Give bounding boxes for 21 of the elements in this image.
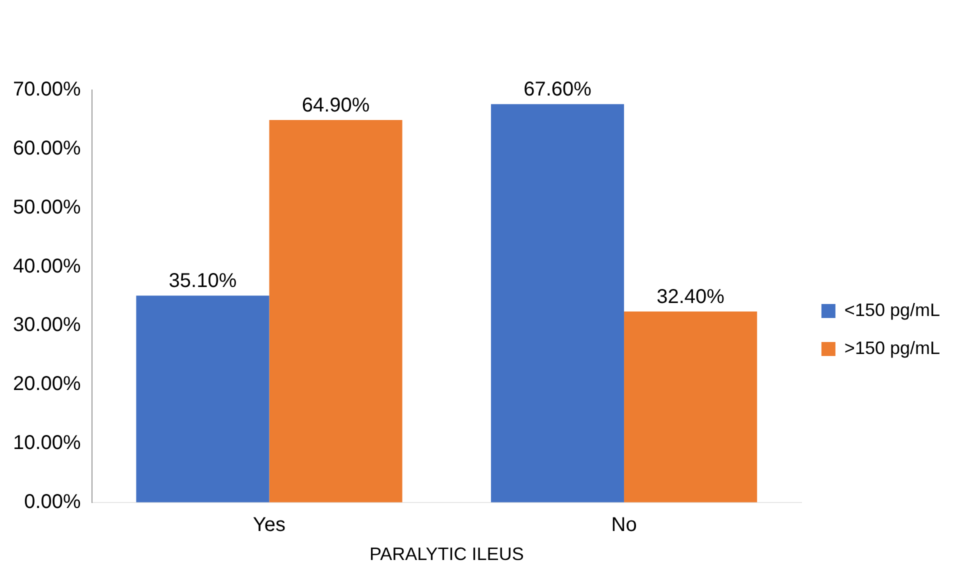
data-label: 64.90% xyxy=(302,94,370,117)
y-tick-label: 40.00% xyxy=(12,255,82,278)
y-tick-label: 30.00% xyxy=(12,314,82,336)
bar xyxy=(269,120,402,502)
bar xyxy=(136,296,270,502)
bar xyxy=(490,104,624,502)
data-label: 35.10% xyxy=(168,270,237,292)
x-tick-label: No xyxy=(611,514,637,536)
legend-label: <150 pg/mL xyxy=(844,300,940,320)
y-tick-label: 70.00% xyxy=(12,78,82,101)
data-label: 67.60% xyxy=(524,78,592,101)
y-tick-label: 50.00% xyxy=(12,196,82,218)
bar xyxy=(624,312,758,502)
y-tick-label: 20.00% xyxy=(12,373,82,396)
data-label: 32.40% xyxy=(656,286,725,308)
y-tick-label: 0.00% xyxy=(24,490,82,513)
y-tick-label: 60.00% xyxy=(12,137,82,160)
y-tick-label: 10.00% xyxy=(12,432,82,454)
x-axis-title: PARALYTIC ILEUS xyxy=(369,544,524,564)
legend-label: >150 pg/mL xyxy=(844,338,940,358)
x-tick-label: Yes xyxy=(252,514,286,536)
